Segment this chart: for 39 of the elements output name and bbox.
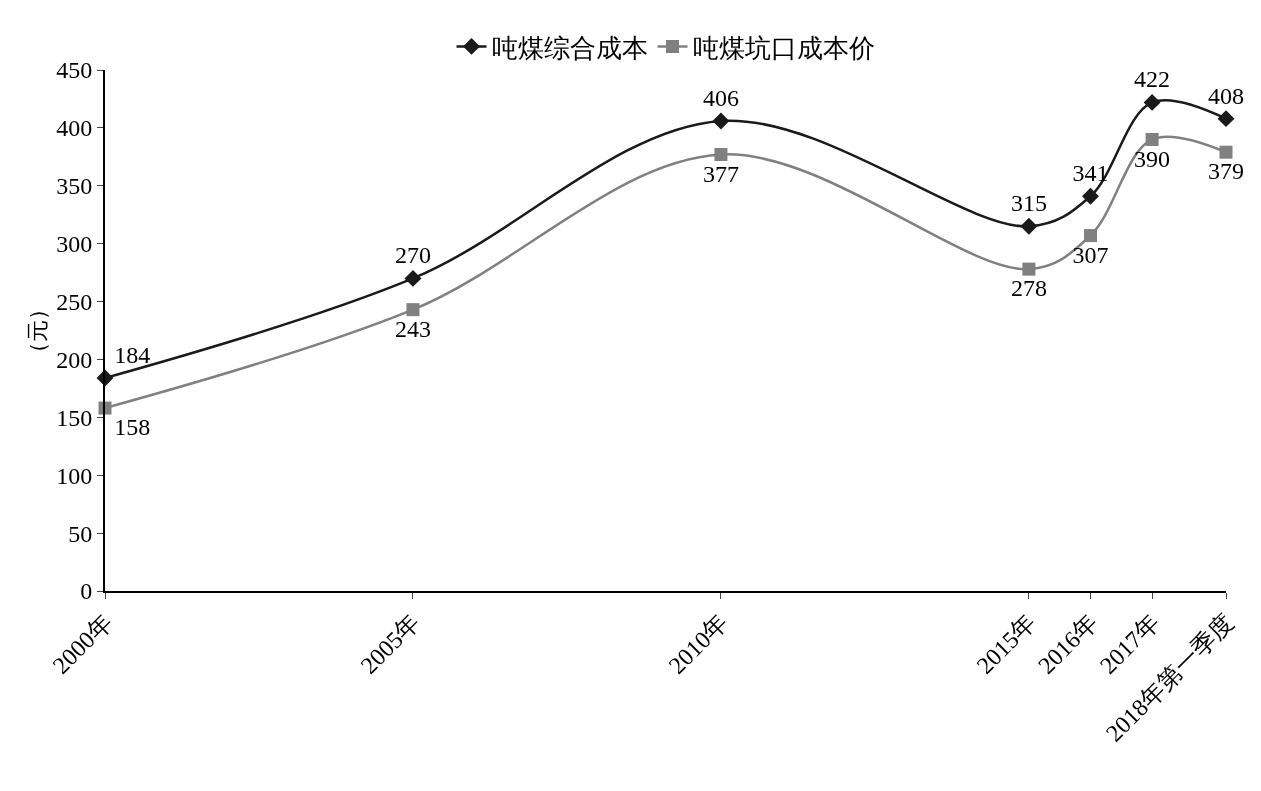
point [1022,262,1036,276]
y-tick-label: 250 [56,288,93,315]
data-label: 379 [1208,158,1244,185]
data-label: 341 [1072,160,1109,187]
data-label: 377 [702,160,739,187]
y-tick-label: 200 [56,346,93,373]
point [712,112,730,130]
y-tick-label: 100 [56,462,93,489]
data-label: 408 [1208,82,1244,109]
y-tick-label: 0 [80,578,93,605]
point [406,303,420,317]
data-label: 243 [394,315,431,342]
point [1217,110,1235,128]
point [1083,229,1097,243]
point [1020,217,1038,235]
legend-label: 吨煤综合成本 [491,32,648,63]
y-tick-label: 450 [56,57,93,84]
y-tick-label: 50 [68,520,93,547]
data-label: 158 [114,414,151,441]
point [1082,187,1099,205]
y-tick-label: 350 [56,173,93,200]
data-label: 406 [702,84,739,111]
point [404,269,422,287]
point [1145,132,1159,146]
y-tick-label: 150 [56,404,93,431]
point [714,148,728,162]
data-label: 184 [114,341,151,368]
data-label: 315 [1010,190,1047,217]
data-label: 307 [1072,241,1109,268]
data-label: 422 [1134,66,1171,93]
data-label: 270 [394,242,431,269]
data-label: 390 [1134,145,1171,172]
y-tick-label: 400 [56,115,93,142]
point [1143,93,1161,111]
data-label: 278 [1010,275,1047,302]
legend-label: 吨煤坑口成本价 [692,32,875,63]
y-tick-label: 300 [56,231,93,258]
point [1219,145,1233,159]
y-axis-title: （元） [24,297,50,364]
